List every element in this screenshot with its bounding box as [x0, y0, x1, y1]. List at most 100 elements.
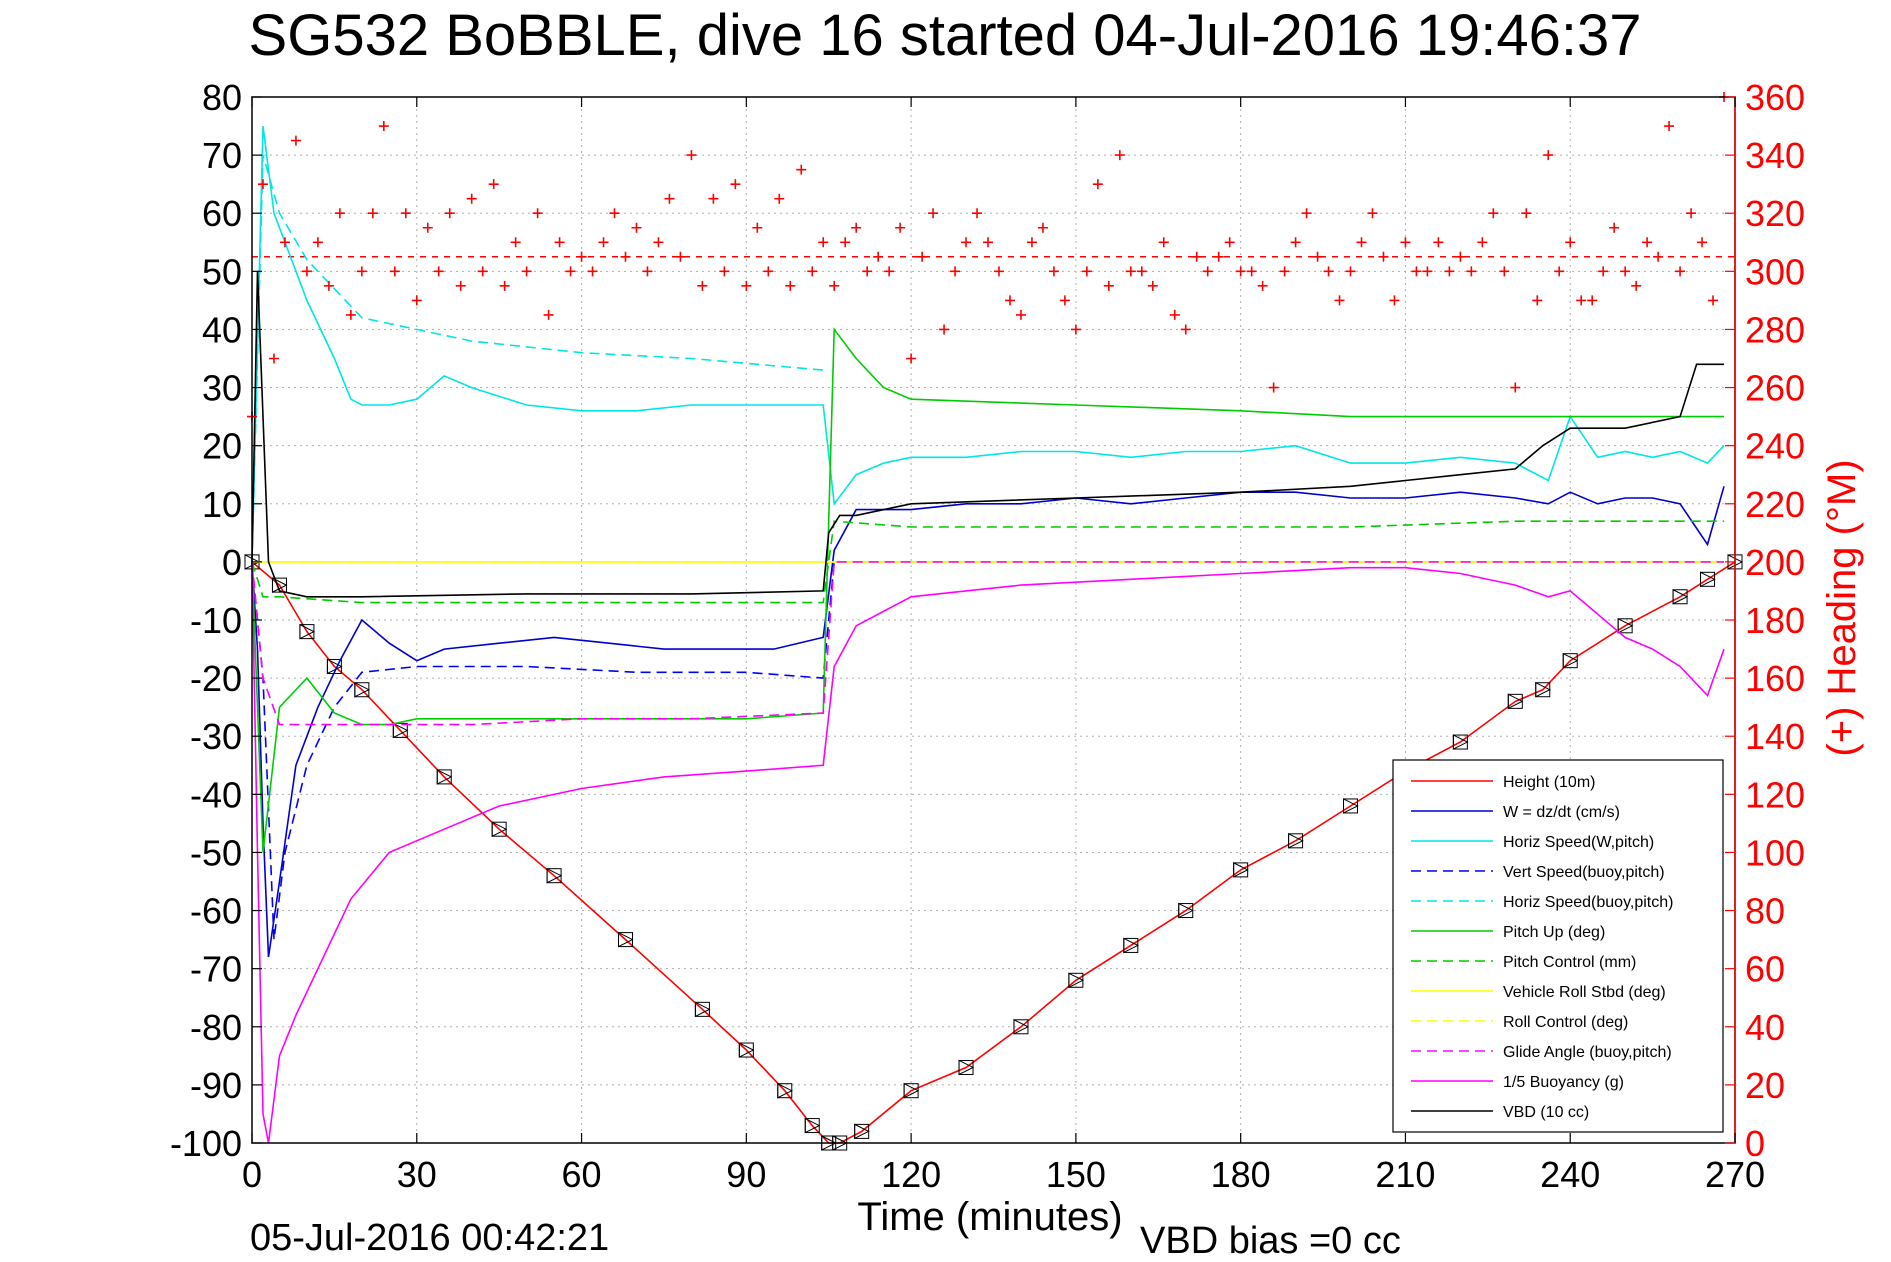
heading-marker [1191, 251, 1202, 262]
series-marker [1233, 862, 1249, 878]
y-tick-label: 60 [202, 193, 242, 234]
series-line [251, 486, 1725, 958]
heading-marker [576, 251, 587, 262]
heading-marker [1609, 222, 1620, 233]
series-marker [854, 1123, 870, 1140]
heading-marker [1367, 208, 1378, 219]
heading-marker [950, 266, 961, 277]
heading-marker [422, 222, 433, 233]
heading-marker [840, 237, 851, 248]
heading-marker [1037, 222, 1048, 233]
heading-marker [1114, 150, 1125, 161]
heading-marker [993, 266, 1004, 277]
heading-marker [642, 266, 653, 277]
heading-marker [1675, 266, 1686, 277]
heading-marker [521, 266, 532, 277]
heading-marker [653, 237, 664, 248]
heading-marker [1312, 251, 1323, 262]
legend-entry: Roll Control (deg) [1503, 1014, 1628, 1031]
y-tick-label: 20 [202, 426, 242, 467]
series-line [251, 561, 1724, 726]
heading-marker [1279, 266, 1290, 277]
right-y-tick-label: 160 [1745, 658, 1805, 699]
heading-marker [1125, 266, 1136, 277]
heading-marker [1686, 208, 1697, 219]
heading-marker [1070, 324, 1081, 335]
series-marker [738, 1042, 755, 1058]
x-tick-label: 150 [1046, 1154, 1106, 1195]
heading-marker [1323, 266, 1334, 277]
heading-marker [1224, 237, 1235, 248]
heading-marker [664, 193, 675, 204]
heading-marker [774, 193, 785, 204]
right-y-tick-label: 0 [1745, 1123, 1765, 1164]
heading-marker [1246, 266, 1257, 277]
heading-marker [928, 208, 939, 219]
heading-marker [917, 251, 928, 262]
heading-marker [356, 266, 367, 277]
heading-marker [1433, 237, 1444, 248]
y-tick-label: -100 [170, 1123, 242, 1164]
heading-marker [378, 121, 389, 132]
legend-entry: Horiz Speed(buoy,pitch) [1503, 894, 1673, 911]
x-tick-label: 120 [881, 1154, 941, 1195]
heading-marker [1103, 280, 1114, 291]
x-tick-label: 180 [1211, 1154, 1271, 1195]
heading-marker [1136, 266, 1147, 277]
heading-marker [972, 208, 983, 219]
heading-marker [1697, 237, 1708, 248]
heading-marker [675, 251, 686, 262]
heading-marker [741, 280, 752, 291]
heading-marker [895, 222, 906, 233]
heading-marker [1444, 266, 1455, 277]
y-tick-label: -60 [190, 891, 242, 932]
heading-marker [488, 179, 499, 190]
x-tick-label: 210 [1375, 1154, 1435, 1195]
right-y-tick-label: 20 [1745, 1065, 1785, 1106]
series-marker [1535, 681, 1551, 698]
series-marker [903, 1082, 920, 1099]
y-tick-label: -30 [190, 716, 242, 757]
y-tick-label: 50 [202, 251, 242, 292]
heading-marker [1532, 295, 1543, 306]
y-tick-label: -50 [190, 832, 242, 873]
heading-marker [1268, 382, 1279, 393]
series-marker [804, 1117, 821, 1134]
heading-marker [433, 266, 444, 277]
x-tick-label: 30 [397, 1154, 437, 1195]
heading-marker [708, 193, 719, 204]
heading-marker [1257, 280, 1268, 291]
series-marker [491, 821, 508, 838]
heading-marker [1169, 309, 1180, 320]
heading-marker [719, 266, 730, 277]
heading-marker [466, 193, 477, 204]
x-axis-label: Time (minutes) [857, 1195, 1122, 1239]
series-marker [617, 931, 634, 948]
series-marker [1343, 798, 1359, 814]
heading-marker [455, 280, 466, 291]
x-tick-label: 90 [726, 1154, 766, 1195]
heading-marker [1356, 237, 1367, 248]
heading-marker [587, 266, 598, 277]
heading-marker [554, 237, 565, 248]
heading-marker [1598, 266, 1609, 277]
series-line [251, 271, 1724, 598]
series-line [251, 154, 824, 562]
heading-marker [1400, 237, 1411, 248]
right-y-tick-label: 360 [1745, 77, 1805, 118]
heading-marker [785, 280, 796, 291]
heading-marker [1499, 266, 1510, 277]
y-tick-label: 10 [202, 484, 242, 525]
heading-marker [1004, 295, 1015, 306]
heading-marker [1455, 251, 1466, 262]
legend-entry: Glide Angle (buoy,pitch) [1503, 1044, 1672, 1061]
heading-marker [851, 222, 862, 233]
heading-marker [1477, 237, 1488, 248]
heading-marker [598, 237, 609, 248]
heading-marker [290, 135, 301, 146]
series-marker [958, 1059, 975, 1076]
y-tick-label: -90 [190, 1065, 242, 1106]
series-marker [392, 722, 409, 739]
right-y-tick-label: 80 [1745, 891, 1785, 932]
heading-marker [1378, 251, 1389, 262]
